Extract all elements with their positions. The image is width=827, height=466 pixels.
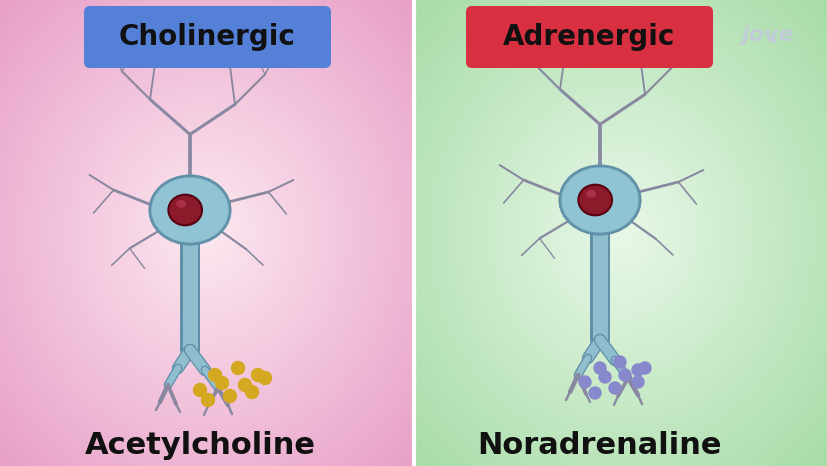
Ellipse shape — [559, 166, 639, 234]
Circle shape — [770, 37, 775, 42]
Circle shape — [215, 377, 228, 390]
Circle shape — [232, 362, 244, 375]
Text: Adrenergic: Adrenergic — [502, 23, 674, 51]
Ellipse shape — [578, 185, 611, 215]
FancyBboxPatch shape — [84, 6, 331, 68]
Circle shape — [638, 362, 650, 374]
Circle shape — [614, 356, 625, 368]
FancyBboxPatch shape — [466, 6, 712, 68]
Text: Cholinergic: Cholinergic — [118, 23, 295, 51]
Circle shape — [245, 385, 258, 398]
Circle shape — [238, 378, 251, 391]
Circle shape — [619, 369, 630, 381]
Ellipse shape — [168, 195, 202, 225]
Circle shape — [598, 371, 610, 383]
Text: Acetylcholine: Acetylcholine — [84, 431, 315, 459]
Ellipse shape — [559, 166, 639, 234]
Circle shape — [258, 371, 271, 384]
Ellipse shape — [150, 176, 230, 244]
Circle shape — [578, 376, 590, 388]
Circle shape — [588, 387, 600, 399]
Ellipse shape — [578, 185, 611, 215]
Ellipse shape — [168, 195, 202, 225]
Ellipse shape — [176, 200, 186, 208]
Circle shape — [609, 382, 620, 394]
Circle shape — [201, 393, 214, 406]
Ellipse shape — [176, 200, 186, 208]
Circle shape — [631, 364, 643, 376]
Ellipse shape — [150, 176, 230, 244]
Ellipse shape — [586, 190, 595, 198]
Circle shape — [251, 369, 264, 382]
Text: jove: jove — [741, 25, 793, 45]
Ellipse shape — [586, 190, 595, 198]
Circle shape — [194, 384, 206, 397]
Text: Noradrenaline: Noradrenaline — [477, 431, 721, 459]
Circle shape — [223, 390, 237, 403]
Circle shape — [208, 369, 222, 382]
Circle shape — [631, 376, 643, 388]
Circle shape — [593, 362, 605, 374]
